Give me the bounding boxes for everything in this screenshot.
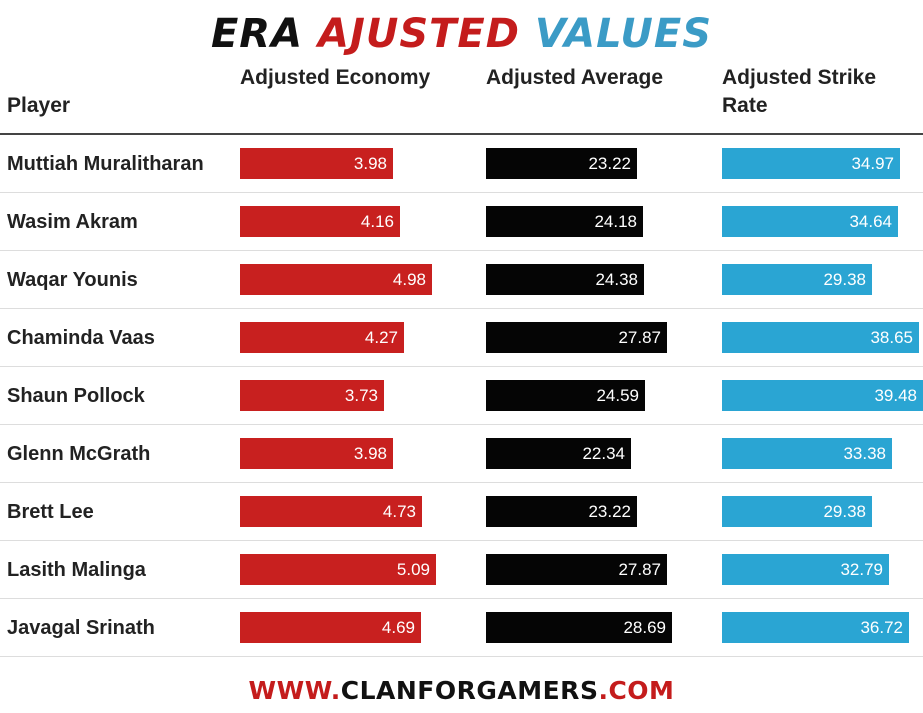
economy-bar: 3.98 <box>240 148 393 179</box>
player-name: Lasith Malinga <box>7 558 146 581</box>
average-bar: 24.38 <box>486 264 644 295</box>
strike-rate-bar: 29.38 <box>722 264 872 295</box>
strike-rate-bar: 38.65 <box>722 322 919 353</box>
footer-domain: CLANFORGAMERS <box>340 676 599 705</box>
website-footer: WWW.CLANFORGAMERS.COM <box>0 676 923 705</box>
average-bar: 27.87 <box>486 554 667 585</box>
player-name: Waqar Younis <box>7 268 138 291</box>
economy-bar: 5.09 <box>240 554 436 585</box>
economy-bar: 4.27 <box>240 322 404 353</box>
table-row: Javagal Srinath 4.69 28.69 36.72 <box>0 599 923 657</box>
title-part-era: ERA <box>210 11 304 57</box>
average-bar: 24.18 <box>486 206 643 237</box>
player-name: Muttiah Muralitharan <box>7 152 204 175</box>
footer-prefix: WWW. <box>248 676 341 705</box>
column-header-strike-rate: Adjusted Strike Rate <box>722 66 877 117</box>
average-bar: 23.22 <box>486 148 637 179</box>
footer-suffix: .COM <box>598 676 675 705</box>
economy-bar: 4.98 <box>240 264 432 295</box>
average-bar: 27.87 <box>486 322 667 353</box>
economy-bar: 4.69 <box>240 612 421 643</box>
player-name: Wasim Akram <box>7 210 138 233</box>
player-name: Shaun Pollock <box>7 384 145 407</box>
strike-rate-bar: 32.79 <box>722 554 889 585</box>
table-row: Wasim Akram 4.16 24.18 34.64 <box>0 193 923 251</box>
economy-bar: 4.16 <box>240 206 400 237</box>
strike-rate-bar: 33.38 <box>722 438 892 469</box>
player-name: Brett Lee <box>7 500 94 523</box>
economy-bar: 3.73 <box>240 380 384 411</box>
title-part-ajusted: AJUSTED <box>318 11 520 57</box>
header-divider <box>0 133 923 135</box>
table-row: Brett Lee 4.73 23.22 29.38 <box>0 483 923 541</box>
strike-rate-bar: 34.64 <box>722 206 898 237</box>
table-row: Lasith Malinga 5.09 27.87 32.79 <box>0 541 923 599</box>
table-row: Muttiah Muralitharan 3.98 23.22 34.97 <box>0 135 923 193</box>
table-row: Glenn McGrath 3.98 22.34 33.38 <box>0 425 923 483</box>
average-bar: 22.34 <box>486 438 631 469</box>
player-name: Chaminda Vaas <box>7 326 155 349</box>
average-bar: 28.69 <box>486 612 672 643</box>
table-row: Waqar Younis 4.98 24.38 29.38 <box>0 251 923 309</box>
title-part-values: VALUES <box>534 11 713 57</box>
player-name: Glenn McGrath <box>7 442 151 465</box>
strike-rate-bar: 34.97 <box>722 148 900 179</box>
average-bar: 24.59 <box>486 380 645 411</box>
column-header-player: Player <box>7 94 71 117</box>
column-header-economy: Adjusted Economy <box>240 66 431 89</box>
strike-rate-bar: 36.72 <box>722 612 909 643</box>
player-name: Javagal Srinath <box>7 616 155 639</box>
strike-rate-bar: 29.38 <box>722 496 872 527</box>
table-row: Shaun Pollock 3.73 24.59 39.48 <box>0 367 923 425</box>
chart-title: ERA AJUSTED VALUES <box>0 8 923 60</box>
column-header-average: Adjusted Average <box>486 66 663 89</box>
table-row: Chaminda Vaas 4.27 27.87 38.65 <box>0 309 923 367</box>
average-bar: 23.22 <box>486 496 637 527</box>
economy-bar: 4.73 <box>240 496 422 527</box>
economy-bar: 3.98 <box>240 438 393 469</box>
strike-rate-bar: 39.48 <box>722 380 923 411</box>
